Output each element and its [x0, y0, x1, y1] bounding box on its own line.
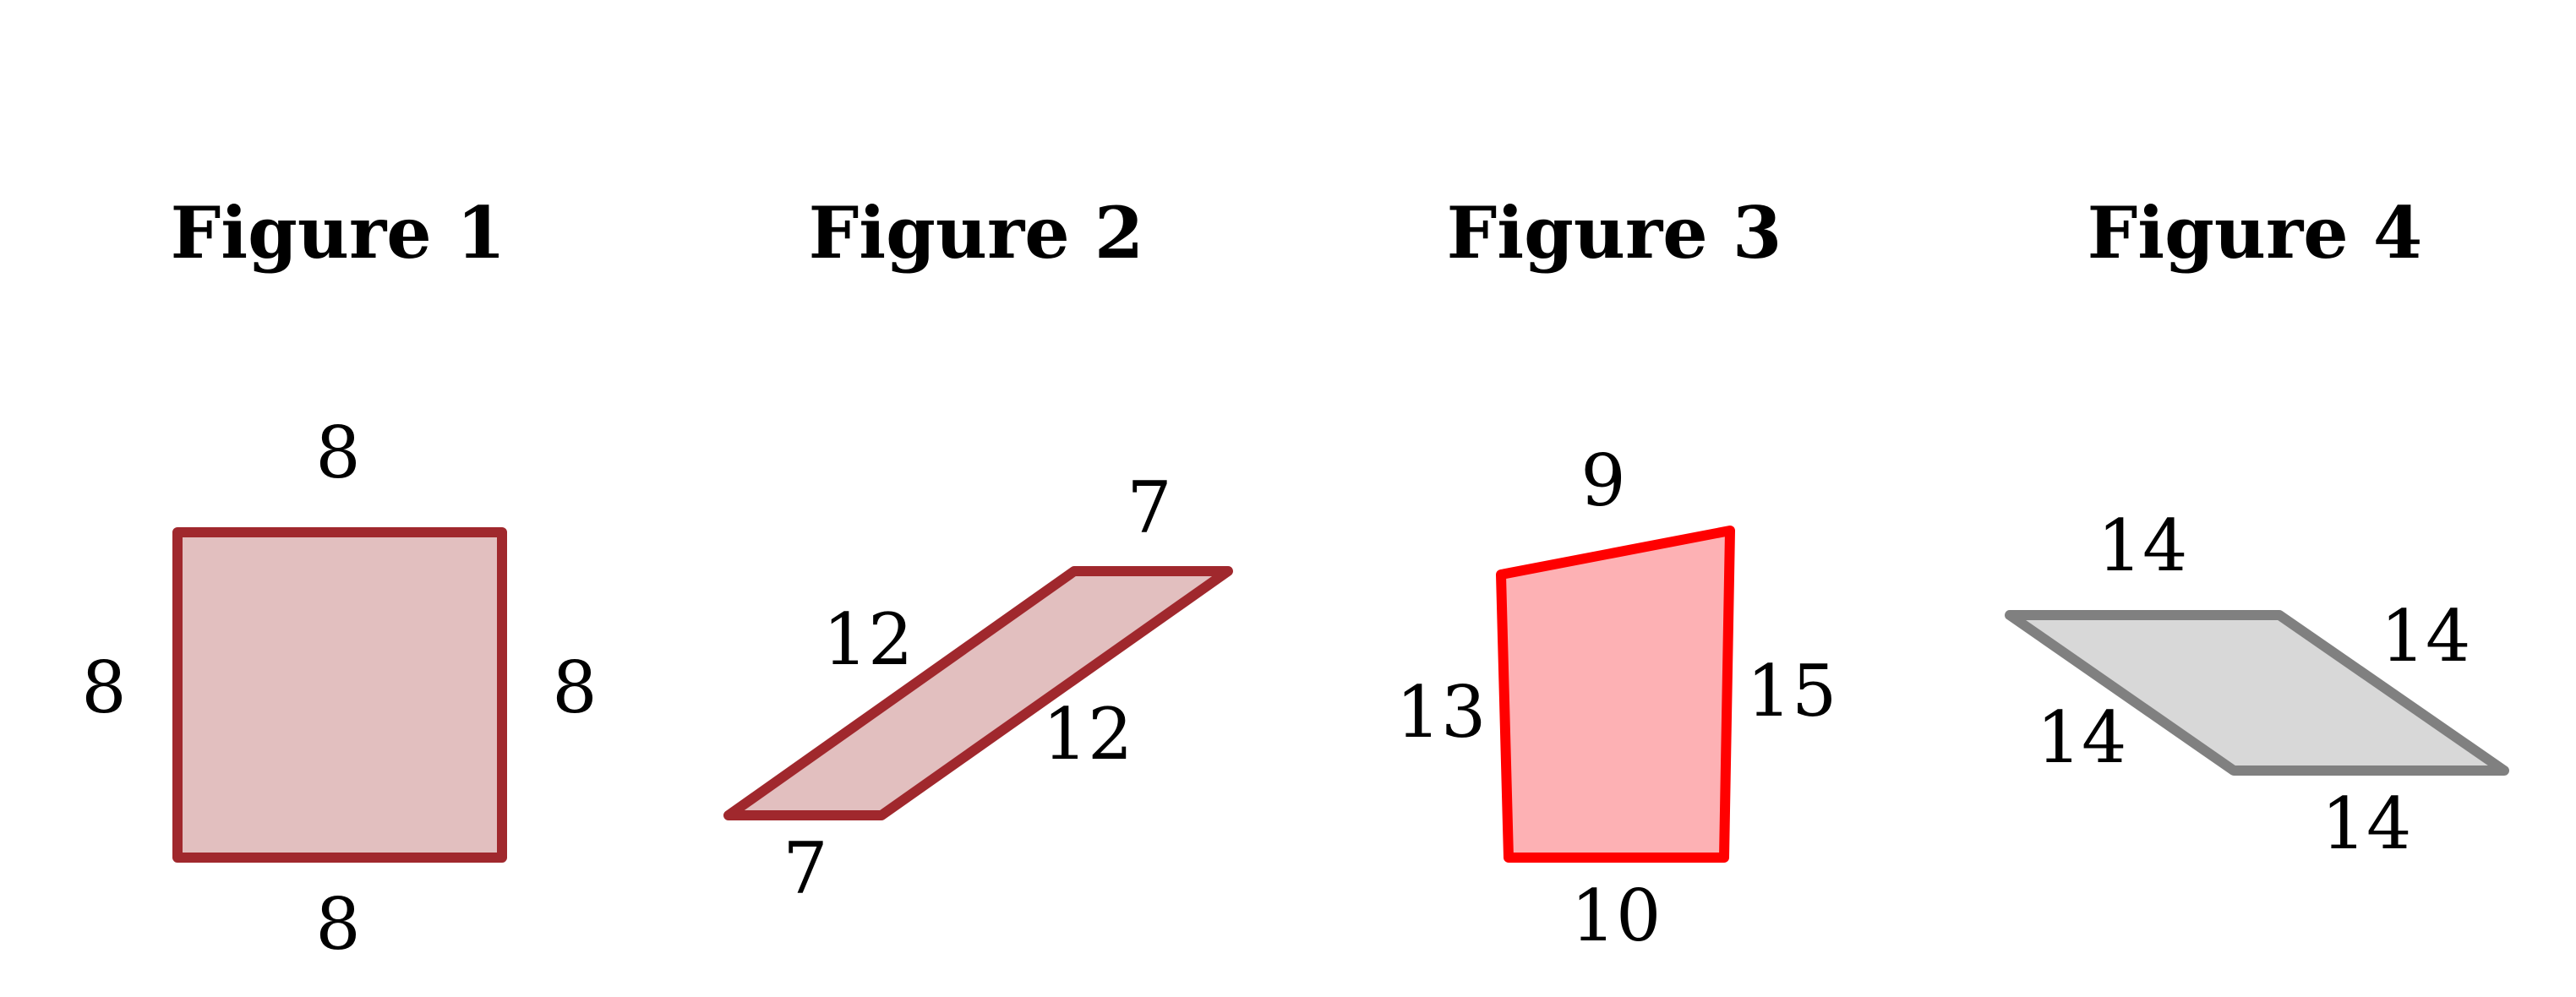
figure-4-lower-left-side-label: 14 — [2037, 696, 2127, 779]
figure-1-bottom-side-label: 8 — [315, 883, 360, 966]
figure-1-title: Figure 1 — [171, 191, 506, 275]
figure-2-upper-left-side-label: 12 — [823, 598, 914, 681]
figure-2-bottom-side-label: 7 — [783, 827, 827, 910]
figure-2-title: Figure 2 — [809, 191, 1144, 275]
figure-2-top-side-label: 7 — [1127, 466, 1171, 549]
figure-4-top-side-label: 14 — [2098, 504, 2188, 587]
figure-3-right-side-label: 15 — [1747, 650, 1837, 733]
figure-2: Figure 2 7 12 12 7 — [723, 191, 1233, 910]
figure-4-title: Figure 4 — [2088, 191, 2423, 275]
figure-2-lower-right-side-label: 12 — [1043, 693, 1133, 776]
figure-3-left-side-label: 13 — [1396, 671, 1487, 754]
figure-4-bottom-side-label: 14 — [2322, 782, 2412, 865]
figure-1-square — [172, 527, 507, 863]
figure-3-quadrilateral — [1496, 526, 1735, 863]
figure-1-right-side-label: 8 — [552, 646, 597, 729]
figure-3: Figure 3 9 13 15 10 — [1396, 191, 1837, 957]
figure-3-bottom-side-label: 10 — [1571, 874, 1662, 957]
figure-2-parallelogram — [723, 566, 1233, 820]
figure-3-title: Figure 3 — [1447, 191, 1782, 275]
figure-4-rhombus — [2005, 610, 2509, 776]
figure-4-upper-right-side-label: 14 — [2381, 595, 2471, 678]
figure-1: Figure 1 8 8 8 8 — [81, 191, 597, 966]
figure-3-top-side-label: 9 — [1580, 439, 1625, 522]
figure-4: Figure 4 14 14 14 14 — [2005, 191, 2509, 865]
figure-1-left-side-label: 8 — [81, 646, 126, 729]
figure-1-top-side-label: 8 — [315, 411, 360, 494]
